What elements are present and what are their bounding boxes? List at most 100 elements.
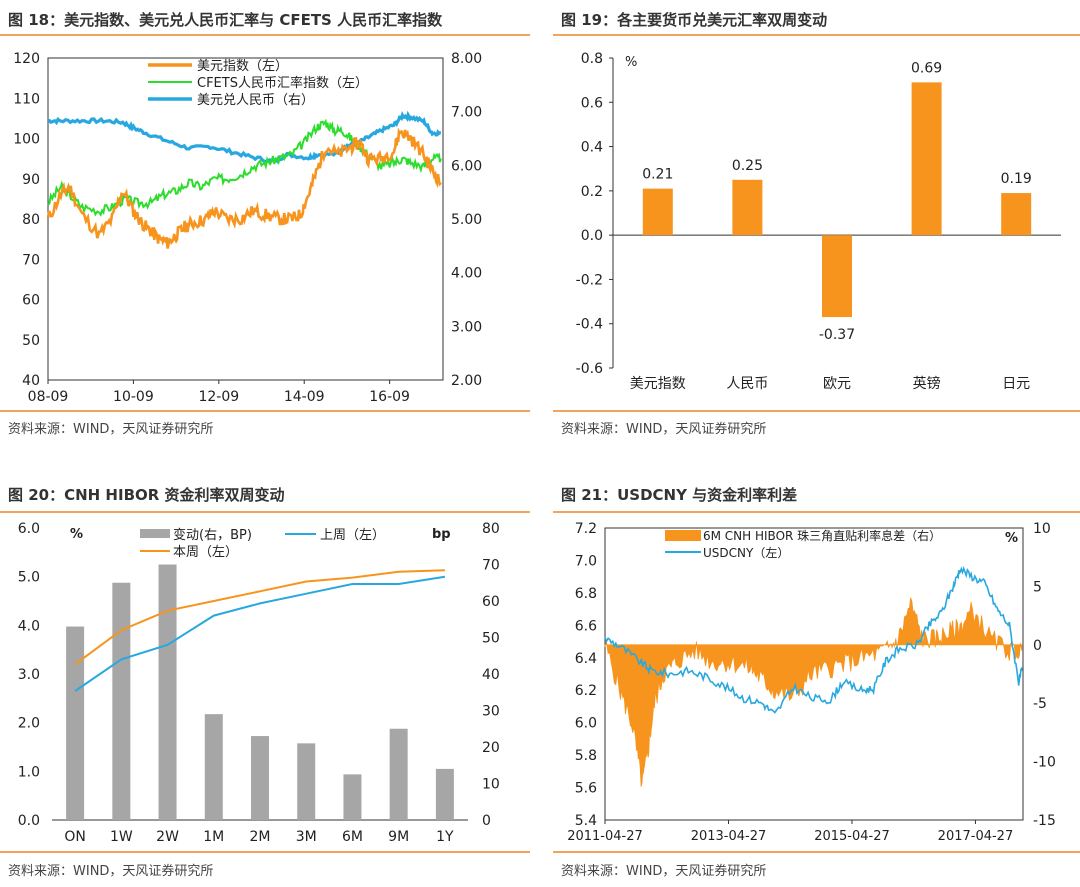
title-rule: [0, 511, 530, 513]
x-tick-label: 16-09: [369, 389, 410, 405]
x-tick-label: 2013-04-27: [691, 829, 767, 844]
y-right-tick-label: 60: [482, 594, 500, 610]
bar: [297, 743, 316, 820]
x-tick-label: 2M: [250, 829, 271, 845]
source-rule: [0, 851, 530, 853]
spread-area: [604, 597, 1023, 787]
y-unit-label: %: [625, 55, 637, 70]
y-right-tick-label: 80: [482, 521, 500, 537]
y-right-tick-label: 8.00: [451, 51, 482, 67]
y-left-tick-label: 6.6: [575, 618, 597, 634]
x-tick-label: 10-09: [113, 389, 154, 405]
x-tick-label: 2011-04-27: [567, 829, 643, 844]
y-right-tick-label: 0: [1033, 638, 1042, 654]
y-left-tick-label: 60: [22, 293, 40, 309]
y-right-unit: bp: [432, 527, 451, 542]
y-tick-label: 0.6: [581, 95, 603, 111]
y-right-tick-label: 10: [482, 777, 500, 793]
usd-index-series-line: [46, 127, 442, 249]
x-tick-label: 2017-04-27: [938, 829, 1014, 844]
y-left-tick-label: 6.4: [575, 651, 597, 667]
x-tick-label: 14-09: [284, 389, 325, 405]
y-tick-label: -0.6: [576, 361, 603, 377]
x-tick-label: 1M: [203, 829, 224, 845]
bar: [435, 768, 454, 820]
data-label: 0.25: [732, 158, 763, 174]
x-tick-label: 2W: [156, 829, 179, 845]
legend-cfets-label: CFETS人民币汇率指数（左）: [197, 75, 368, 91]
y-tick-label: 0.4: [581, 140, 603, 156]
data-label: 0.69: [911, 60, 942, 76]
source-rule: [0, 410, 530, 412]
x-tick-label: 日元: [1002, 376, 1030, 392]
chart-title: 图 21：USDCNY 与资金利率利差: [561, 486, 798, 504]
y-left-tick-label: 80: [22, 212, 40, 228]
legend-last-week-label: 上周（左）: [320, 528, 385, 543]
legend-spread-label: 6M CNH HIBOR 珠三角直贴利率息差（右）: [703, 528, 941, 543]
x-tick-label: 人民币: [726, 376, 768, 392]
usdcny-series-line: [47, 110, 442, 164]
source-note: 资料来源：WIND，天风证券研究所: [561, 422, 767, 437]
y-left-tick-label: 5.8: [575, 748, 597, 764]
cnh-hibor-chart: 6.0 5.0 4.0 3.0 2.0 1.0 0.0 80 70 60 50 40 30 20 10 0% b…: [18, 521, 500, 845]
y-tick-label: -0.2: [576, 272, 603, 288]
last-week-series-line: [74, 575, 446, 692]
usd-index-cny-chart: 120 110 100 90 80 70 60 50 40 8.00 7.00 6.00 5.00 4.0…: [13, 51, 482, 405]
chart-title: 图 18：美元指数、美元兑人民币汇率与 CFETS 人民币汇率指数: [8, 11, 443, 29]
legend-change-label: 变动(右，BP): [173, 527, 252, 543]
x-tick-label: 3M: [296, 829, 317, 845]
legend-usdcny-label: USDCNY（左）: [703, 545, 789, 560]
legend-usd-index-label: 美元指数（左）: [197, 59, 288, 74]
y-right-tick-label: 30: [482, 704, 500, 720]
y-left-tick-label: 6.8: [575, 586, 597, 602]
bar: [343, 774, 362, 820]
x-tick-label: 08-09: [28, 389, 69, 405]
y-left-tick-label: 110: [13, 91, 40, 107]
title-rule: [0, 34, 530, 36]
y-right-tick-label: 6.00: [451, 158, 482, 174]
y-right-tick-label: 70: [482, 558, 500, 574]
y-right-tick-label: -15: [1033, 813, 1056, 829]
y-left-tick-label: 70: [22, 252, 40, 268]
source-note: 资料来源：WIND，天风证券研究所: [8, 422, 214, 437]
plot-frame: [47, 57, 444, 381]
y-left-tick-label: 6.0: [18, 521, 40, 537]
x-tick-label: 英镑: [913, 375, 941, 392]
y-left-unit: %: [70, 527, 83, 542]
data-label: -0.37: [819, 327, 855, 343]
usdcny-spread-chart: 7.2 7.0 6.8 6.6 6.4 6.2 6.0 5.8 5.6 5.4 10 5 0 -5 -10 -…: [567, 521, 1056, 844]
y-tick-label: -0.4: [576, 317, 603, 333]
y-left-tick-label: 7.0: [575, 553, 597, 569]
y-tick-label: 0.8: [581, 51, 603, 67]
y-right-tick-label: 20: [482, 740, 500, 756]
source-note: 资料来源：WIND，天风证券研究所: [8, 864, 214, 879]
y-left-tick-label: 2.0: [18, 716, 40, 732]
usdcny-series-line: [604, 565, 1023, 714]
legend-spread-swatch: [665, 530, 701, 541]
y-left-tick-label: 4.0: [18, 618, 40, 634]
data-label: 0.21: [642, 167, 673, 183]
currency-change-chart: 0.8 0.6 0.4 0.2 0.0 -0.2 -0.4 -0.6% 0.21 美元指数 0.25…: [576, 51, 1061, 392]
bar: [732, 179, 763, 236]
bar: [389, 728, 408, 820]
x-tick-label: 美元指数: [630, 376, 686, 392]
y-right-tick-label: 0: [482, 813, 491, 829]
x-tick-label: 2015-04-27: [814, 829, 890, 844]
x-tick-label: 1Y: [436, 829, 454, 845]
x-tick-label: 6M: [342, 829, 363, 845]
bar: [1001, 193, 1032, 236]
y-left-tick-label: 7.2: [575, 521, 597, 537]
y-left-tick-label: 0.0: [18, 813, 40, 829]
x-tick-label: 欧元: [823, 376, 851, 392]
x-tick-label: 1W: [110, 829, 133, 845]
y-right-tick-label: 5.00: [451, 212, 482, 228]
title-rule: [553, 34, 1080, 36]
y-right-tick-label: -5: [1033, 696, 1047, 712]
y-tick-label: 0.2: [581, 184, 603, 200]
bar: [822, 235, 852, 318]
y-right-tick-label: 7.00: [451, 105, 482, 121]
y-left-tick-label: 6.0: [575, 716, 597, 732]
y-right-tick-label: 3.00: [451, 319, 482, 335]
data-label: 0.19: [1001, 171, 1032, 187]
y-left-tick-label: 5.6: [575, 781, 597, 797]
